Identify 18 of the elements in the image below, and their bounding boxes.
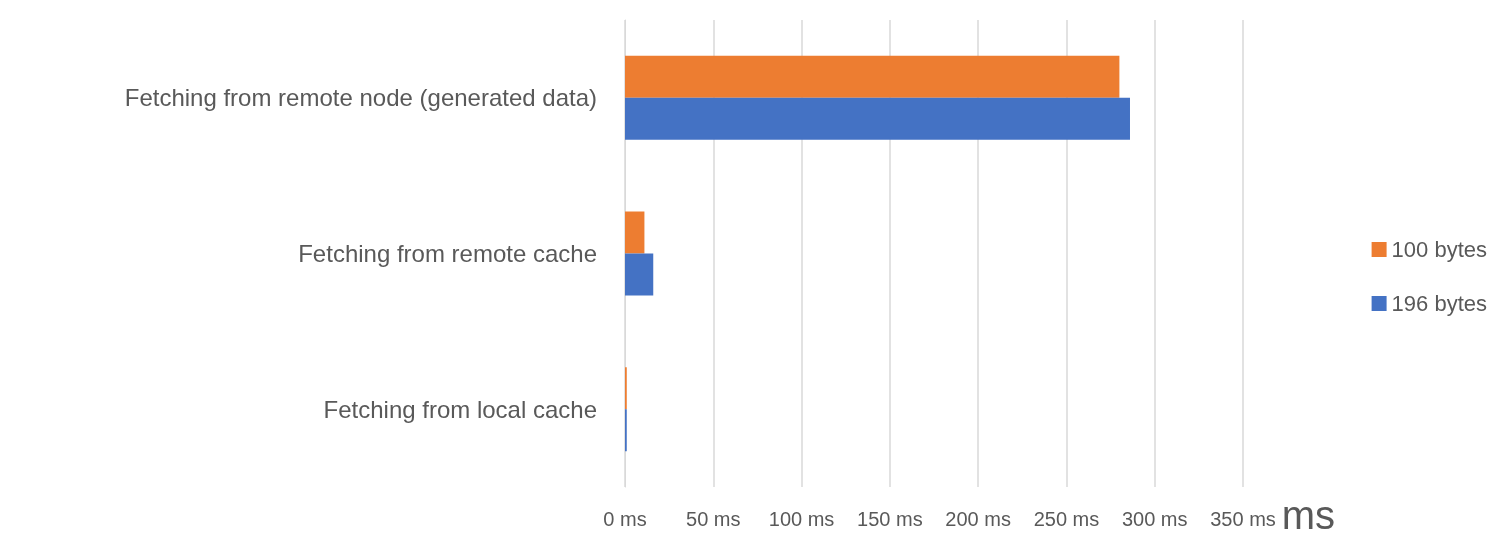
x-tick-label: 150 ms [857, 508, 923, 530]
bar [625, 97, 1130, 140]
y-tick-label: Fetching from remote node (generated data) [124, 84, 597, 112]
x-tick-label: 100 ms [768, 508, 835, 530]
legend-label: 196 bytes [1391, 291, 1487, 316]
x-tick-label: 200 ms [945, 508, 1011, 530]
y-tick-label: Fetching from remote cache [298, 240, 597, 267]
x-tick-label: 300 ms [1121, 508, 1188, 530]
bar [625, 253, 654, 296]
bar [625, 211, 645, 254]
x-tick-label: 0 ms [603, 508, 647, 530]
x-tick-label: 250 ms [1033, 508, 1100, 530]
x-tick-label: 50 ms [686, 508, 741, 530]
x-tick-label: 350 ms [1210, 508, 1276, 530]
legend-label: 100 bytes [1391, 237, 1487, 262]
y-tick-label: Fetching from local cache [323, 395, 597, 423]
bar [625, 55, 1120, 98]
x-axis-title: ms [1281, 493, 1336, 537]
